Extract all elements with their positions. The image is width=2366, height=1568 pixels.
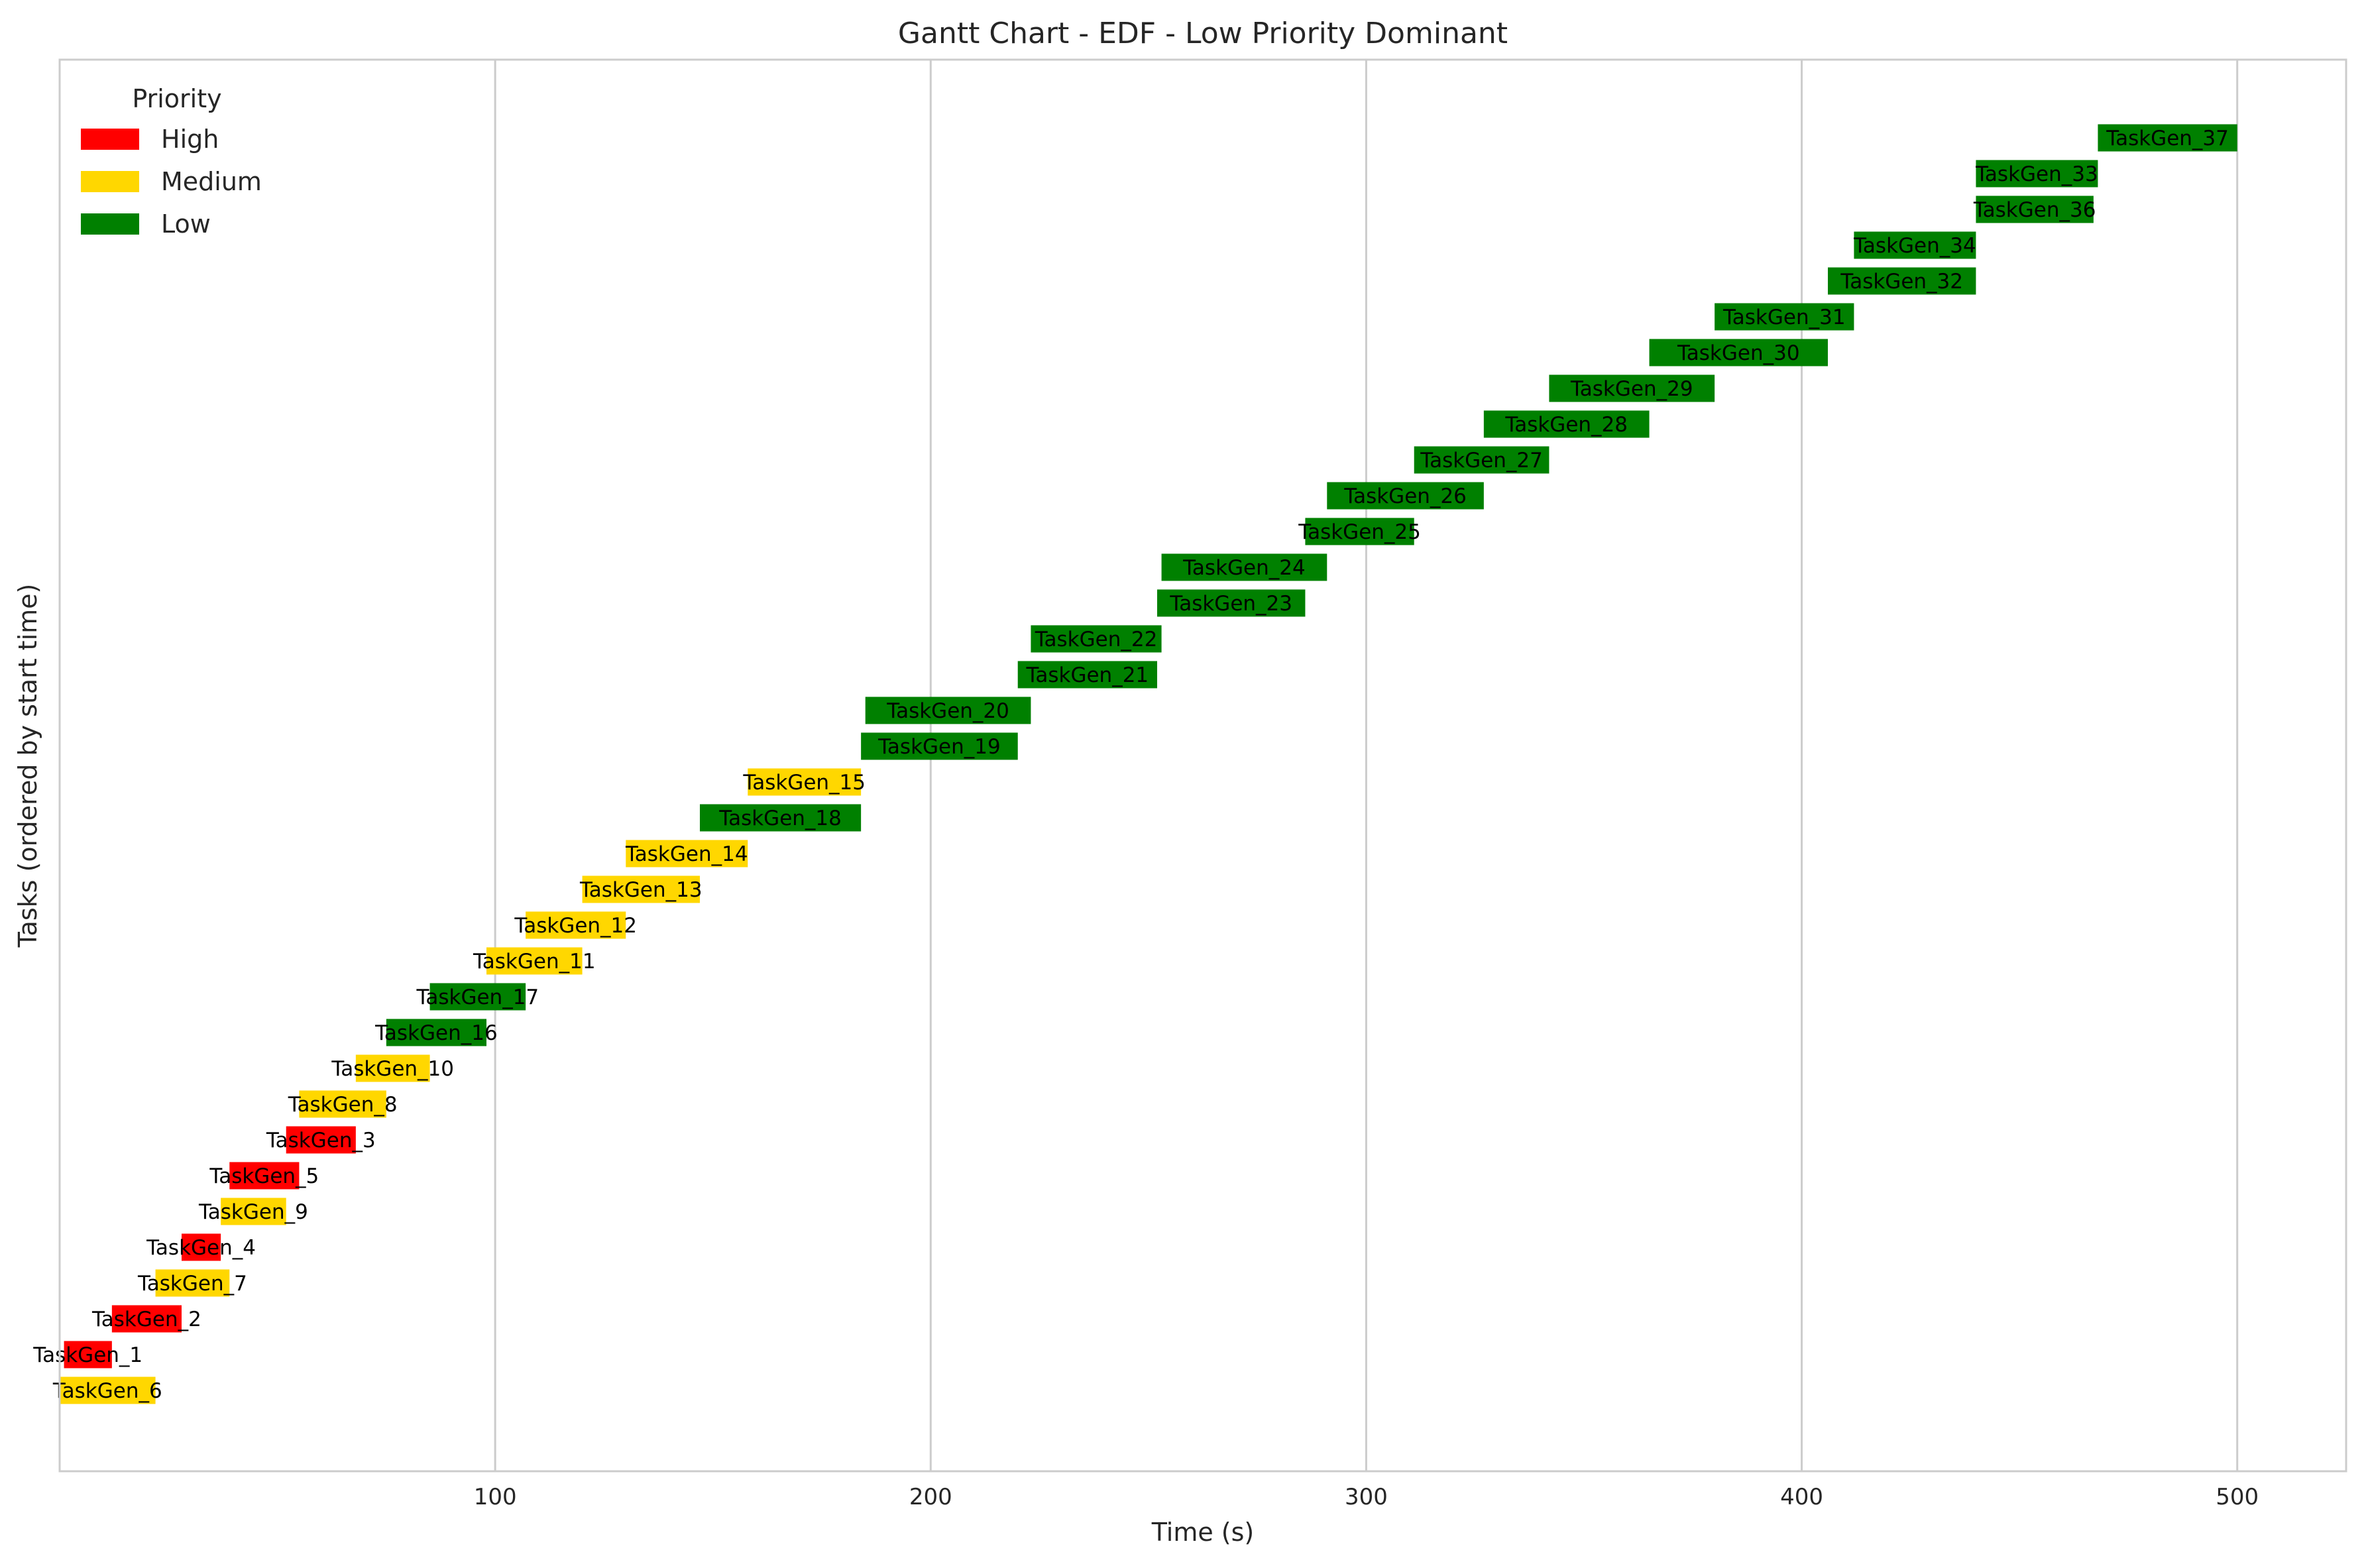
task-bar-label: TaskGen_20 (886, 699, 1009, 723)
task-bar-label: TaskGen_31 (1722, 306, 1846, 329)
task-bar (865, 697, 1031, 724)
task-bar (626, 840, 748, 868)
task-bar (429, 983, 526, 1011)
task-bar (355, 1054, 430, 1082)
legend-label: Low (161, 209, 211, 239)
task-bar-label: TaskGen_23 (1169, 592, 1292, 616)
task-bar (1157, 589, 1306, 617)
x-axis-label: Time (s) (1151, 1518, 1255, 1547)
task-bar-label: TaskGen_4 (146, 1236, 256, 1260)
task-bar (582, 875, 700, 903)
task-bar-label: TaskGen_26 (1343, 484, 1467, 508)
task-bar (299, 1090, 386, 1118)
x-tick-label: 100 (474, 1484, 517, 1510)
task-bar-label: TaskGen_12 (514, 914, 637, 938)
task-bar (64, 1341, 112, 1369)
task-bar-label: TaskGen_27 (1420, 449, 1543, 473)
x-tick-label: 500 (2216, 1484, 2259, 1510)
task-bar (486, 947, 583, 975)
legend-label: Medium (161, 167, 262, 196)
task-bar (229, 1162, 300, 1190)
task-bar (182, 1233, 221, 1261)
legend: Priority High Medium Low (81, 84, 262, 239)
x-tick-label: 400 (1780, 1484, 1823, 1510)
task-bar-label: TaskGen_34 (1853, 234, 1976, 258)
task-bar (2098, 124, 2237, 152)
task-bar-label: TaskGen_37 (2106, 127, 2229, 150)
task-bar (221, 1198, 286, 1225)
task-bar-label: TaskGen_18 (718, 807, 842, 830)
task-bar (861, 732, 1018, 760)
legend-swatch (81, 213, 139, 235)
task-bar-label: TaskGen_13 (579, 878, 703, 902)
task-bar-label: TaskGen_21 (1026, 663, 1149, 687)
task-bars (60, 124, 2237, 1404)
task-bar (1031, 625, 1162, 653)
x-tick-label: 300 (1345, 1484, 1388, 1510)
task-bar (526, 911, 626, 939)
task-bar (1854, 231, 1976, 259)
task-bar-label: TaskGen_15 (742, 771, 866, 795)
task-bar (111, 1305, 182, 1333)
task-bar-label: TaskGen_33 (1975, 162, 2098, 186)
task-bar (1327, 482, 1484, 510)
task-bar-label: TaskGen_8 (288, 1093, 398, 1117)
task-bar-label: TaskGen_25 (1298, 520, 1421, 544)
task-bar-label: TaskGen_30 (1677, 341, 1800, 365)
task-bar (1976, 160, 2098, 188)
task-bar (748, 768, 862, 796)
task-bar (286, 1126, 356, 1154)
task-bar (1976, 196, 2094, 223)
task-bar (155, 1269, 230, 1297)
task-bar (60, 1376, 156, 1404)
task-bar-label: TaskGen_6 (52, 1379, 162, 1403)
task-bar (1483, 410, 1650, 438)
task-bar-label: TaskGen_7 (137, 1272, 247, 1296)
task-bar-label: TaskGen_10 (331, 1057, 454, 1081)
task-bar-label: TaskGen_11 (473, 950, 596, 974)
task-bar-labels: TaskGen_6 TaskGen_1 TaskGen_2 TaskGen_7 Task… (32, 127, 2229, 1403)
legend-label: High (161, 125, 219, 154)
task-bar (1414, 446, 1549, 474)
x-gridlines (494, 60, 2239, 1471)
task-bar (1828, 267, 1976, 295)
task-bar-label: TaskGen_14 (625, 842, 748, 866)
task-bar-label: TaskGen_36 (1973, 198, 2096, 222)
task-bar (1161, 553, 1327, 581)
task-bar-label: TaskGen_9 (198, 1200, 308, 1224)
task-bar-label: TaskGen_1 (32, 1343, 142, 1367)
task-bar (386, 1019, 486, 1046)
x-tick-labels: 100 200 300 400 500 (474, 1484, 2259, 1510)
legend-swatch (81, 129, 139, 150)
task-bar-label: TaskGen_5 (209, 1164, 319, 1188)
task-bar (1305, 518, 1414, 545)
x-tick-label: 200 (909, 1484, 952, 1510)
plot-background (60, 60, 2346, 1471)
task-bar (1549, 374, 1715, 402)
task-bar-label: TaskGen_28 (1504, 413, 1628, 437)
plot-frame (58, 58, 2347, 1473)
task-bar-label: TaskGen_19 (877, 735, 1001, 759)
y-axis-label: Tasks (ordered by start time) (13, 584, 42, 948)
task-bar-label: TaskGen_22 (1035, 628, 1158, 651)
task-bar (1715, 303, 1854, 331)
legend-title: Priority (132, 84, 221, 113)
task-bar (1017, 661, 1157, 689)
task-bar-label: TaskGen_29 (1570, 377, 1693, 401)
task-bar-label: TaskGen_32 (1840, 270, 1963, 294)
chart-title: Gantt Chart - EDF - Low Priority Dominan… (898, 17, 1508, 50)
task-bar-label: TaskGen_16 (374, 1021, 498, 1045)
task-bar (700, 804, 862, 832)
task-bar-label: TaskGen_2 (91, 1308, 201, 1331)
legend-swatch (81, 171, 139, 192)
task-bar-label: TaskGen_17 (416, 985, 539, 1009)
task-bar-label: TaskGen_24 (1182, 556, 1306, 580)
task-bar (1649, 339, 1828, 366)
task-bar-label: TaskGen_3 (266, 1129, 376, 1152)
